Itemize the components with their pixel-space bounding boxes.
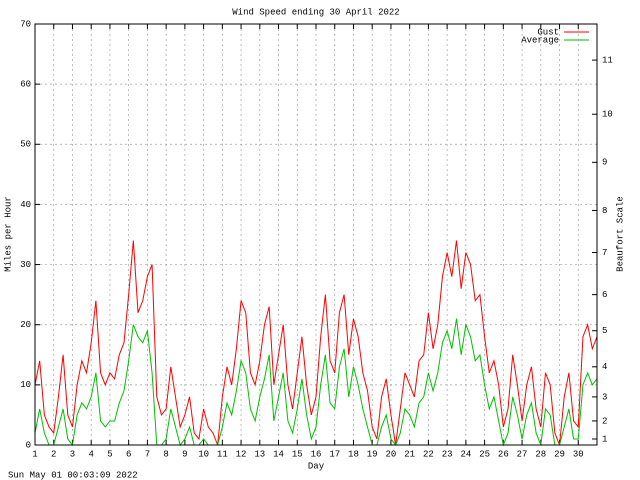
legend-label: Average [521, 35, 559, 45]
x-tick-label: 2 [51, 449, 56, 459]
x-tick-label: 22 [423, 449, 434, 459]
x-tick-label: 23 [442, 449, 453, 459]
x-tick-label: 12 [236, 449, 247, 459]
y2-tick-label: 6 [602, 290, 607, 300]
x-tick-label: 27 [517, 449, 528, 459]
x-tick-label: 9 [182, 449, 187, 459]
y2-tick-label: 10 [602, 110, 613, 120]
x-tick-label: 10 [198, 449, 209, 459]
x-tick-label: 1 [32, 449, 37, 459]
y2-tick-label: 8 [602, 206, 607, 216]
y2-tick-label: 11 [602, 55, 613, 65]
y2-tick-label: 9 [602, 158, 607, 168]
x-tick-label: 26 [498, 449, 509, 459]
x-tick-label: 8 [163, 449, 168, 459]
x-tick-label: 29 [554, 449, 565, 459]
x-tick-label: 30 [573, 449, 584, 459]
x-tick-label: 7 [145, 449, 150, 459]
timestamp: Sun May 01 00:03:09 2022 [8, 470, 138, 480]
y-tick-label: 40 [20, 200, 31, 210]
x-tick-label: 13 [254, 449, 265, 459]
x-tick-label: 4 [88, 449, 93, 459]
x-tick-label: 5 [107, 449, 112, 459]
x-axis-label: Day [308, 461, 325, 471]
y-tick-label: 20 [20, 320, 31, 330]
x-tick-label: 28 [535, 449, 546, 459]
x-tick-label: 24 [460, 449, 471, 459]
y2-tick-label: 5 [602, 326, 607, 336]
y2-tick-label: 4 [602, 362, 607, 372]
x-tick-label: 21 [404, 449, 415, 459]
y2-tick-label: 2 [602, 416, 607, 426]
y2-axis-label: Beaufort Scale [615, 196, 625, 272]
y2-tick-label: 1 [602, 434, 607, 444]
y2-tick-label: 7 [602, 248, 607, 258]
y-tick-label: 50 [20, 140, 31, 150]
x-tick-label: 19 [367, 449, 378, 459]
x-tick-label: 16 [311, 449, 322, 459]
y-tick-label: 60 [20, 80, 31, 90]
x-tick-label: 6 [126, 449, 131, 459]
x-tick-label: 3 [70, 449, 75, 459]
plot-border [34, 23, 598, 446]
y-tick-label: 10 [20, 380, 31, 390]
chart-title: Wind Speed ending 30 April 2022 [232, 7, 399, 17]
y2-tick-label: 3 [602, 392, 607, 402]
y-tick-label: 70 [20, 19, 31, 29]
x-tick-label: 11 [217, 449, 228, 459]
series-line [34, 240, 598, 446]
legend-label: Gust [537, 27, 559, 37]
y-tick-label: 30 [20, 260, 31, 270]
x-tick-label: 15 [292, 449, 303, 459]
x-tick-label: 18 [348, 449, 359, 459]
x-tick-label: 17 [329, 449, 340, 459]
y-axis-label: Miles per Hour [3, 196, 13, 272]
x-tick-label: 20 [386, 449, 397, 459]
x-tick-label: 14 [273, 449, 284, 459]
x-tick-label: 25 [479, 449, 490, 459]
y-tick-label: 0 [26, 440, 31, 450]
